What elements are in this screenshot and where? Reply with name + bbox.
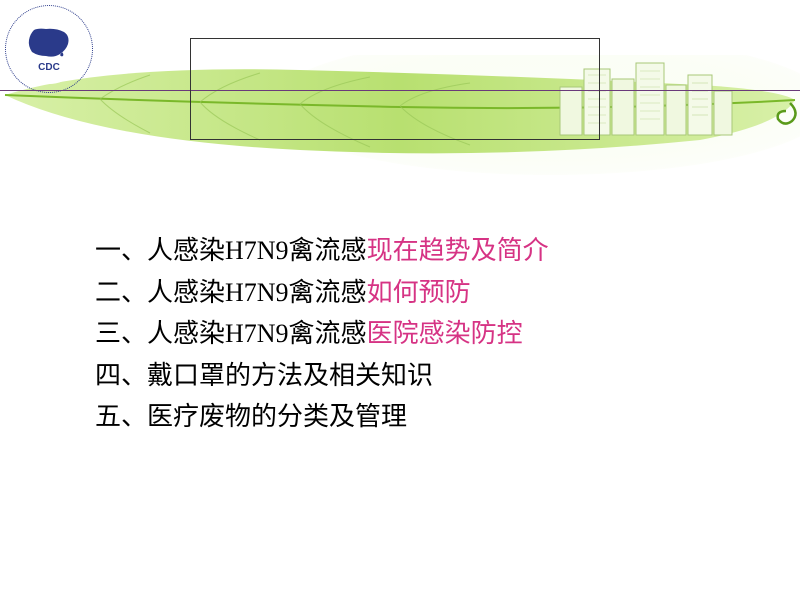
outline-item-4: 四、戴口罩的方法及相关知识 (95, 355, 715, 397)
china-map-icon (26, 26, 72, 60)
outline-prefix: 四、戴口罩的方法及相关知识 (95, 361, 433, 390)
outline-item-5: 五、医疗废物的分类及管理 (95, 396, 715, 438)
cdc-logo: CDC (5, 5, 95, 95)
logo-label: CDC (38, 62, 60, 73)
outline-list: 一、人感染H7N9禽流感现在趋势及简介 二、人感染H7N9禽流感如何预防 三、人… (95, 230, 715, 438)
outline-prefix: 三、人感染H7N9禽流感 (95, 319, 367, 348)
title-placeholder-box (190, 38, 600, 140)
outline-highlight: 如何预防 (367, 278, 471, 307)
outline-highlight: 现在趋势及简介 (367, 236, 549, 265)
outline-highlight: 医院感染防控 (367, 319, 523, 348)
outline-item-2: 二、人感染H7N9禽流感如何预防 (95, 272, 715, 314)
outline-prefix: 五、医疗废物的分类及管理 (95, 402, 407, 431)
outline-prefix: 二、人感染H7N9禽流感 (95, 278, 367, 307)
outline-item-1: 一、人感染H7N9禽流感现在趋势及简介 (95, 230, 715, 272)
outline-item-3: 三、人感染H7N9禽流感医院感染防控 (95, 313, 715, 355)
logo-ring: CDC (5, 5, 93, 93)
outline-prefix: 一、人感染H7N9禽流感 (95, 236, 367, 265)
logo-inner: CDC (14, 14, 84, 84)
